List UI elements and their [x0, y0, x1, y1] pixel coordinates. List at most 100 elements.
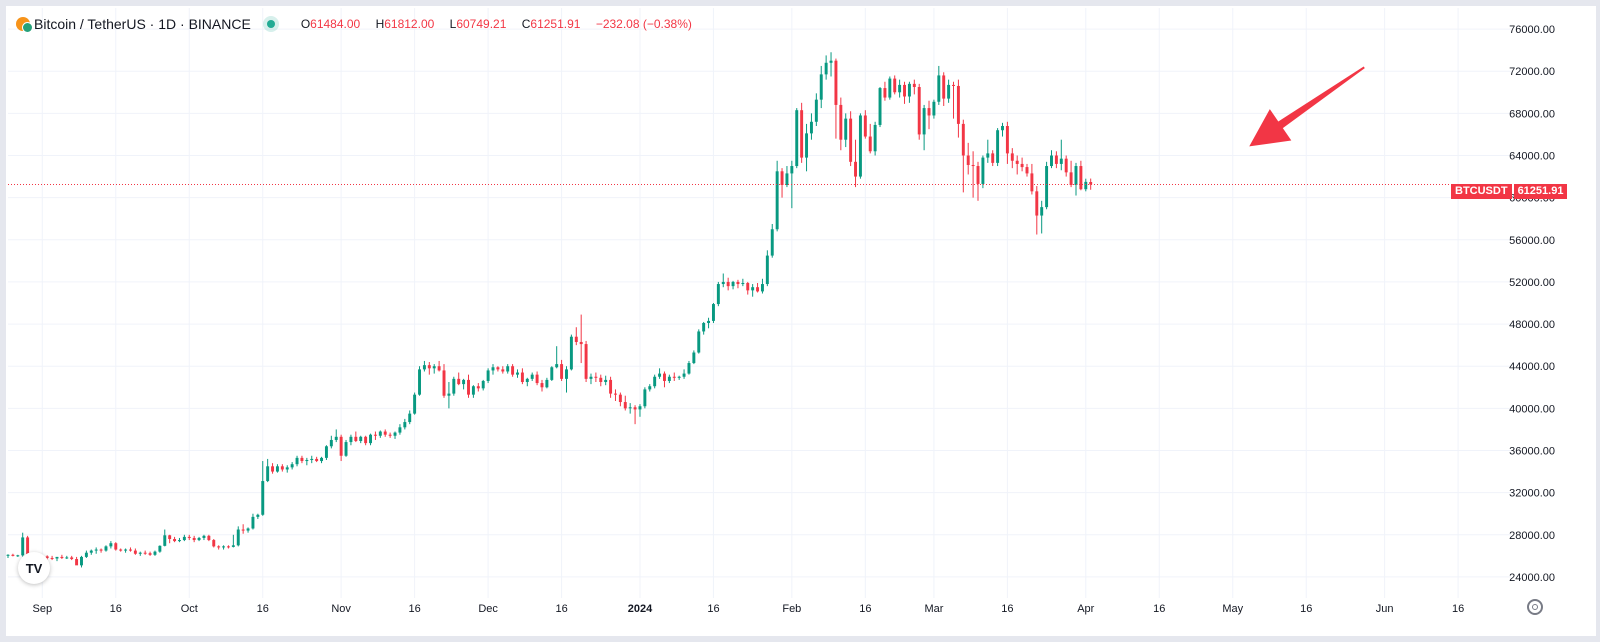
candle-body: [540, 383, 544, 388]
candle-body: [256, 514, 260, 517]
candle-body: [1050, 155, 1053, 167]
candle-body: [863, 115, 867, 137]
candle-body: [1054, 155, 1058, 164]
candle-body: [707, 320, 711, 324]
candle-body: [1084, 181, 1088, 190]
candle-body: [359, 436, 363, 442]
candle-body: [555, 364, 559, 368]
candle-body: [1045, 166, 1049, 208]
candle-body: [471, 386, 475, 395]
candle-body: [89, 550, 93, 553]
candle-body: [844, 118, 848, 140]
price-tag-value: 61251.91: [1513, 184, 1568, 199]
candle-body: [349, 436, 353, 443]
time-tick-label: 2024: [628, 603, 653, 615]
high-label: H: [375, 17, 385, 31]
settings-gear-icon[interactable]: [1527, 599, 1543, 615]
candle-body: [202, 535, 206, 538]
candle-body: [310, 458, 314, 460]
candle-body: [976, 166, 980, 184]
market-status-icon[interactable]: [266, 20, 275, 28]
price-tick-label: 56000.00: [1509, 235, 1555, 247]
candle-body: [1089, 182, 1093, 185]
candle-body: [741, 282, 745, 285]
symbol-title[interactable]: Bitcoin / TetherUS · 1D · BINANCE: [34, 16, 251, 32]
candle-body: [280, 466, 284, 470]
candle-body: [1010, 153, 1014, 161]
candle-body: [84, 552, 88, 557]
candle-body: [163, 535, 167, 546]
candle-body: [452, 378, 456, 394]
candle-body: [50, 557, 54, 559]
candle-body: [403, 422, 407, 428]
candle-body: [45, 556, 49, 558]
candle-body: [393, 432, 397, 436]
candle-body: [236, 529, 240, 546]
candle-body: [731, 281, 735, 287]
low-label: L: [449, 17, 457, 31]
bitcoin-icon: [16, 17, 33, 33]
candle-body: [751, 287, 755, 291]
candle-body: [667, 376, 671, 381]
candle-body: [849, 118, 853, 162]
candle-body: [119, 549, 123, 551]
candle-body: [266, 466, 270, 482]
candle-body: [628, 407, 632, 409]
time-tick-label: Dec: [478, 603, 498, 615]
candle-body: [550, 367, 554, 380]
candle-body: [780, 171, 784, 185]
candle-body: [339, 436, 343, 456]
candle-body: [143, 552, 147, 554]
candle-body: [133, 550, 137, 554]
candle-body: [947, 84, 951, 99]
candle-body: [932, 101, 936, 116]
time-tick-label: 16: [707, 603, 719, 615]
candle-body: [682, 373, 686, 377]
candle-body: [26, 537, 30, 556]
candle-body: [839, 104, 843, 140]
tradingview-logo-icon[interactable]: TV: [18, 552, 50, 584]
candle-body: [94, 549, 98, 551]
candle-body: [917, 87, 921, 135]
candle-body: [692, 352, 696, 364]
candle-body: [506, 366, 510, 372]
candle-body: [1005, 126, 1009, 154]
candle-body: [736, 281, 740, 285]
candle-body: [496, 367, 500, 370]
price-tick-label: 48000.00: [1509, 319, 1555, 331]
candle-body: [476, 386, 480, 389]
candle-body: [6, 554, 10, 556]
candle-body: [589, 376, 593, 379]
candle-body: [295, 457, 299, 465]
candle-body: [952, 84, 955, 86]
candle-body: [11, 554, 15, 556]
candle-body: [1035, 191, 1039, 216]
candle-body: [1059, 158, 1063, 164]
candle-body: [437, 366, 441, 371]
candle-body: [653, 376, 657, 387]
candle-body: [535, 374, 539, 384]
candle-body: [70, 557, 74, 560]
candle-body: [329, 439, 333, 447]
candle-body: [251, 516, 255, 529]
candle-body: [168, 535, 172, 539]
close-label: C: [521, 17, 531, 31]
price-tick-label: 52000.00: [1509, 277, 1555, 289]
candle-body: [1074, 166, 1078, 185]
candle-body: [687, 363, 691, 374]
candle-body: [599, 377, 603, 383]
time-tick-label: Oct: [181, 603, 198, 615]
ohlc-values: O61484.00 H61812.00 L60749.21 C61251.91 …: [301, 17, 698, 31]
candle-body: [981, 157, 985, 184]
candle-body: [1001, 126, 1004, 131]
candle-body: [672, 376, 676, 378]
candle-body: [1079, 166, 1083, 190]
candle-body: [560, 364, 564, 379]
candle-body: [677, 376, 681, 378]
candle-body: [770, 229, 774, 256]
candle-body: [261, 481, 265, 515]
price-tick-label: 24000.00: [1509, 572, 1555, 584]
candle-body: [574, 336, 578, 342]
candle-body: [927, 108, 931, 116]
